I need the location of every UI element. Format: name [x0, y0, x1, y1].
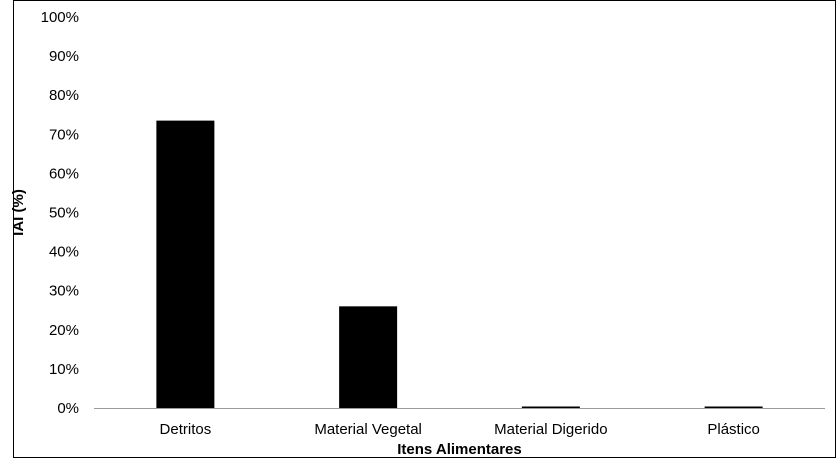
- y-tick-label: 70%: [49, 126, 79, 143]
- y-tick-label: 0%: [57, 400, 79, 417]
- y-tick-label: 50%: [49, 205, 79, 222]
- bar: [704, 406, 763, 408]
- y-tick-label: 20%: [49, 322, 79, 339]
- y-tick-label: 40%: [49, 244, 79, 261]
- x-tick-label: Material Vegetal: [314, 421, 422, 438]
- bar: [156, 120, 215, 409]
- x-tick-label: Material Digerido: [494, 421, 607, 438]
- y-axis-title: IAI (%): [10, 189, 27, 236]
- chart-frame: [13, 0, 836, 458]
- y-axis: 0% 10% 20% 30% 40% 50% 60% 70% 80% 90% 100%: [41, 9, 79, 417]
- x-tick-label: Plástico: [707, 421, 760, 438]
- y-tick-label: 30%: [49, 283, 79, 300]
- y-tick-label: 60%: [49, 165, 79, 182]
- y-tick-label: 90%: [49, 48, 79, 65]
- y-tick-label: 80%: [49, 87, 79, 104]
- x-axis-title: Itens Alimentares: [397, 441, 522, 458]
- bars-group: [156, 120, 763, 409]
- y-tick-label: 10%: [49, 361, 79, 378]
- y-tick-label: 100%: [41, 9, 79, 26]
- x-tick-label: Detritos: [160, 421, 212, 438]
- bar: [521, 406, 580, 408]
- bar: [339, 306, 398, 408]
- x-axis: Detritos Material Vegetal Material Digerid…: [160, 421, 760, 438]
